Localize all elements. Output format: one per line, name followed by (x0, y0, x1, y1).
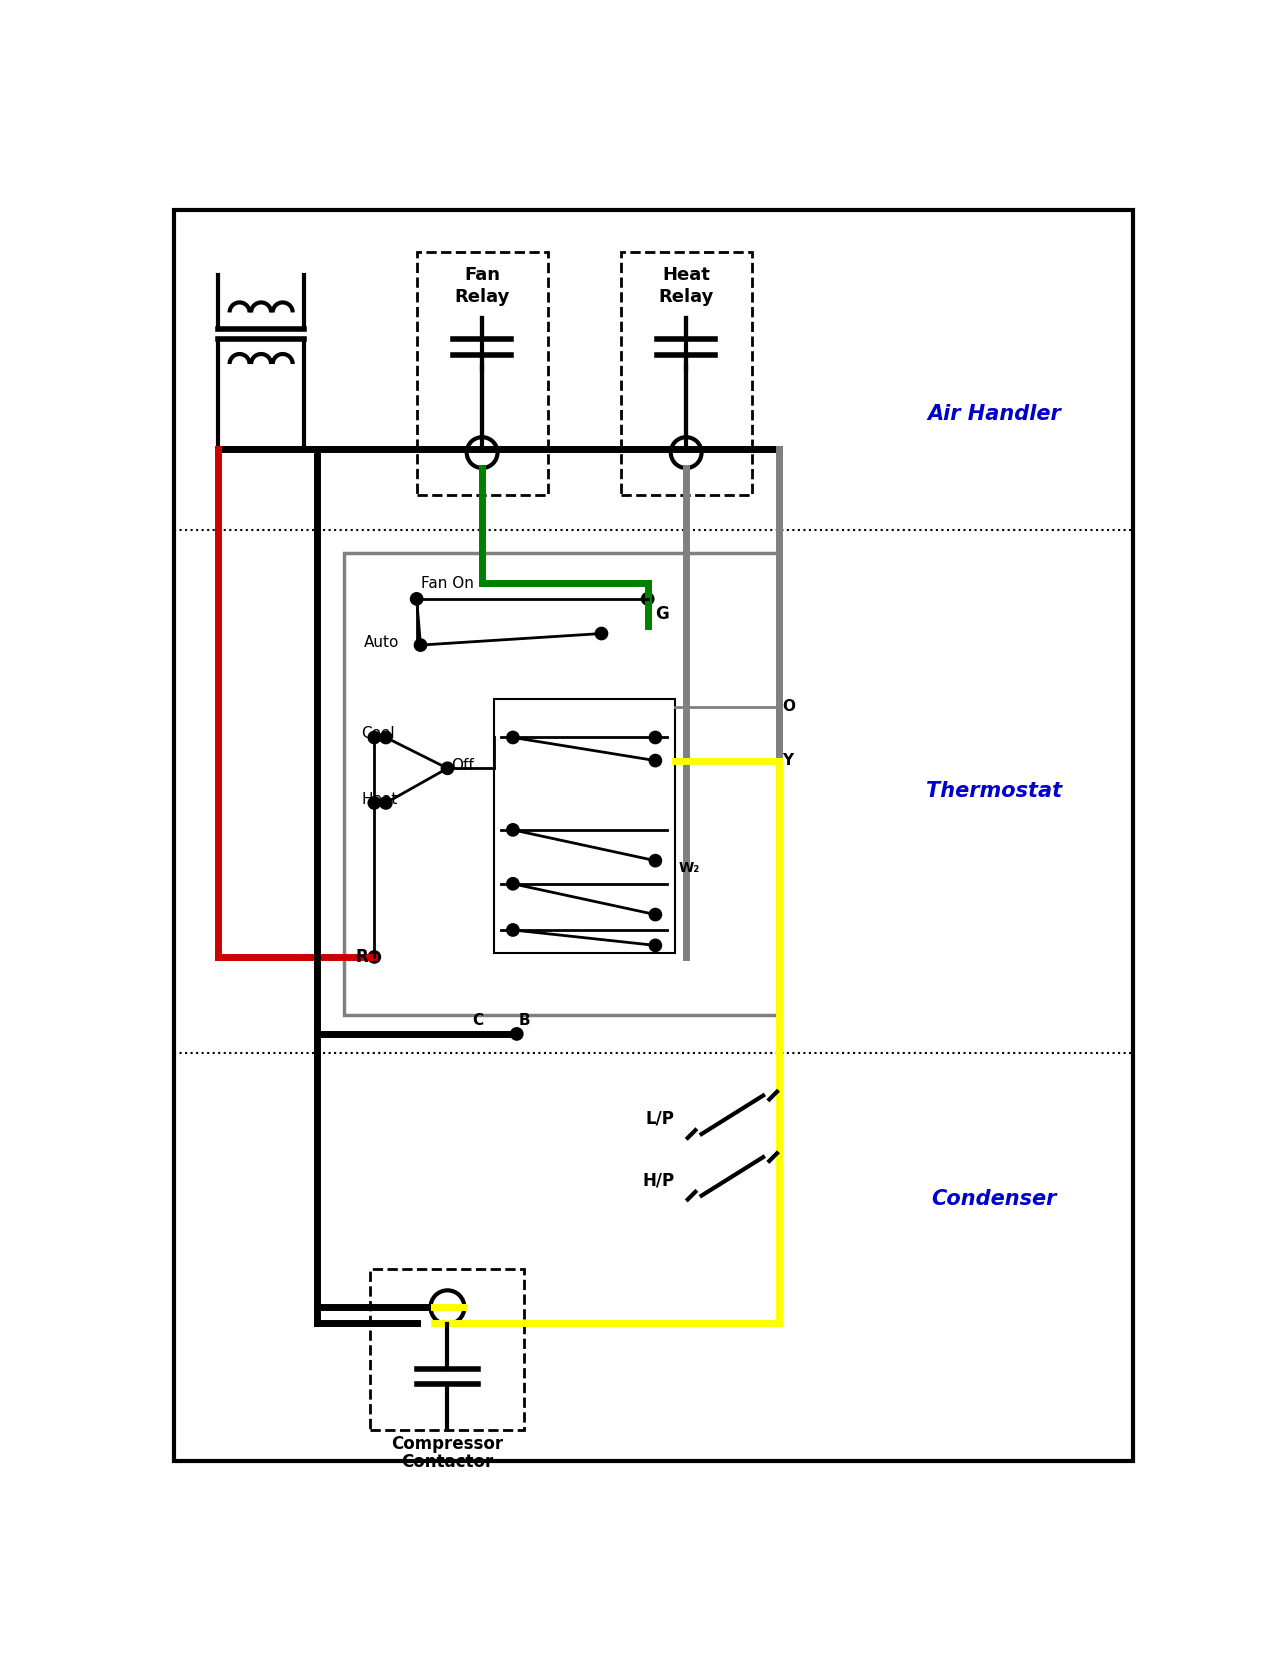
Circle shape (649, 754, 662, 767)
Circle shape (368, 797, 380, 809)
Circle shape (506, 824, 519, 835)
Text: Compressor: Compressor (391, 1436, 504, 1454)
Circle shape (595, 627, 608, 640)
Text: Off: Off (451, 758, 474, 772)
Bar (417, 253, 547, 495)
Text: Y: Y (783, 753, 793, 767)
Text: L/P: L/P (645, 1110, 674, 1128)
Text: Cool: Cool (361, 726, 395, 741)
Text: O: O (783, 700, 796, 715)
Circle shape (506, 731, 519, 744)
Circle shape (441, 762, 454, 774)
Circle shape (380, 797, 391, 809)
Text: Fan On: Fan On (421, 576, 473, 590)
Circle shape (649, 731, 662, 744)
Circle shape (649, 855, 662, 867)
Circle shape (649, 939, 662, 951)
Circle shape (368, 951, 380, 963)
Circle shape (380, 731, 391, 744)
Circle shape (510, 1027, 523, 1040)
Text: Fan: Fan (464, 266, 500, 284)
Circle shape (506, 925, 519, 936)
Text: B: B (519, 1012, 530, 1027)
Text: Relay: Relay (658, 288, 714, 306)
Text: H/P: H/P (643, 1171, 674, 1189)
Text: Relay: Relay (454, 288, 510, 306)
Bar (493, 700, 674, 953)
Circle shape (368, 731, 380, 744)
Text: W₂: W₂ (678, 862, 700, 875)
Circle shape (506, 878, 519, 890)
Bar (371, 1269, 524, 1431)
Text: Heat: Heat (361, 792, 398, 807)
Text: Contactor: Contactor (402, 1454, 493, 1470)
Bar (343, 552, 779, 1014)
Circle shape (641, 592, 654, 605)
Text: R: R (354, 948, 367, 966)
Text: Condenser: Condenser (932, 1189, 1057, 1209)
Text: Heat: Heat (662, 266, 710, 284)
Bar (621, 253, 752, 495)
Text: G: G (655, 605, 669, 624)
Text: Auto: Auto (365, 635, 399, 650)
Text: C: C (472, 1012, 483, 1027)
Circle shape (649, 908, 662, 921)
Circle shape (411, 592, 423, 605)
Circle shape (414, 638, 427, 652)
Text: Air Handler: Air Handler (927, 404, 1061, 423)
Text: Thermostat: Thermostat (926, 781, 1062, 802)
